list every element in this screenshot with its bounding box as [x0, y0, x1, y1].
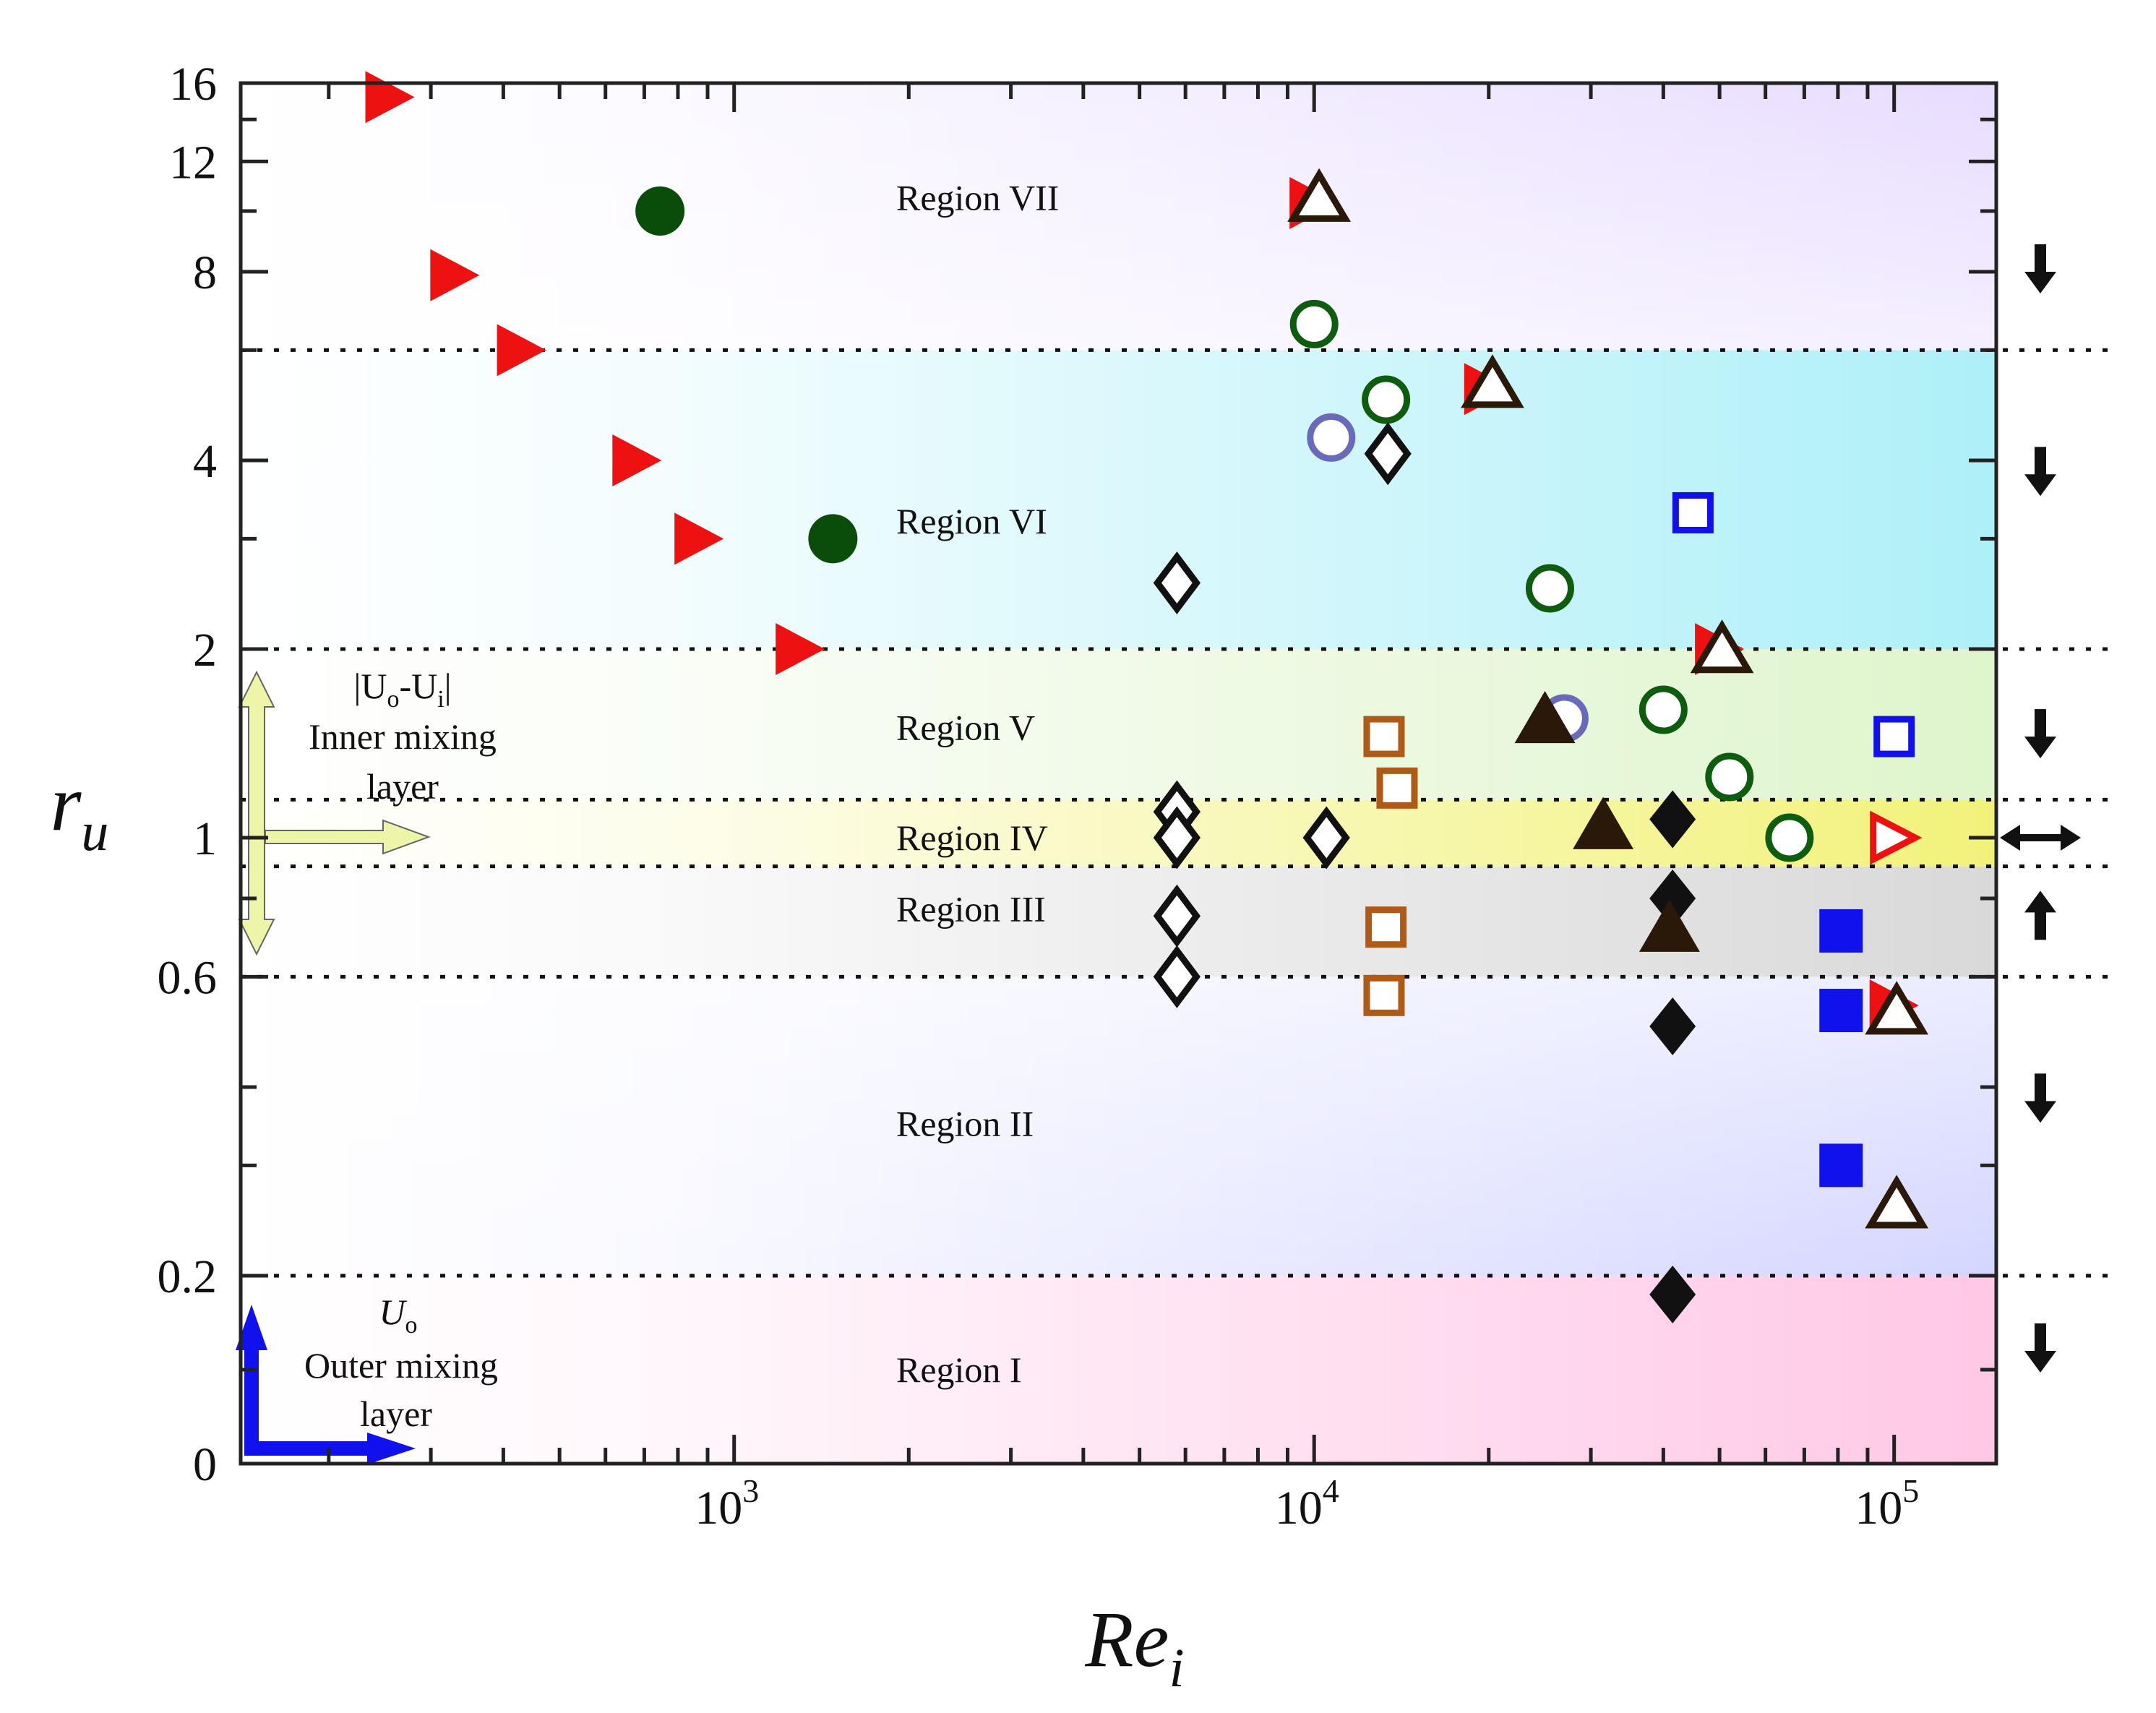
region-label-region-iii: Region III: [896, 888, 1046, 929]
brown-open-square-point: [1363, 716, 1405, 757]
dark-green-filled-circle-point: [808, 514, 858, 564]
outer-mixing-velocity-label: Uo: [379, 1292, 417, 1339]
axes: [239, 81, 1998, 1466]
brown-open-triangle-point: [1865, 1175, 1929, 1229]
inner-mixing-label: Inner mixing: [309, 716, 497, 757]
region-labels: Region I Region II Region III Region IV Regi…: [896, 178, 1059, 1390]
x-tick-label: 104: [1275, 1472, 1339, 1534]
y-tick-label: 12: [169, 136, 217, 189]
blue-open-square-point: [1672, 491, 1714, 533]
x-tick-labels: 103 104 105: [695, 1472, 1919, 1534]
y-tick-label: 4: [193, 435, 217, 488]
brown-open-square-point: [1365, 906, 1407, 948]
inner-mixing-arrows-icon: [238, 670, 431, 956]
blue-filled-square-point: [1819, 1143, 1863, 1188]
y-tick-label: 0: [193, 1438, 217, 1491]
green-open-circle-point: [1289, 299, 1339, 348]
trend-down-arrow-icon-region-vii: [2024, 244, 2056, 293]
green-open-circle-point: [1639, 685, 1688, 734]
region-label-region-v: Region V: [896, 707, 1035, 747]
brown-open-triangle-point: [1865, 981, 1929, 1035]
region-label-region-ii: Region II: [896, 1103, 1034, 1143]
y-axis-title: ru: [51, 759, 109, 862]
red-filled-triangle-point: [674, 512, 724, 565]
trend-arrows: [2000, 244, 2081, 1373]
black-open-diamond-point: [1153, 551, 1201, 615]
black-filled-diamond-point: [1649, 870, 1696, 928]
trend-both-arrow-icon-region-iv: [2000, 824, 2081, 851]
inner-mixing-layer-label: layer: [366, 766, 439, 807]
trend-down-arrow-icon-region-vi: [2024, 447, 2056, 497]
region-label-region-i: Region I: [896, 1349, 1022, 1390]
brown-open-triangle-point: [1461, 354, 1524, 408]
brown-filled-triangle-point: [1639, 899, 1700, 952]
red-filled-triangle-point: [776, 622, 825, 675]
x-tick-label: 105: [1855, 1472, 1919, 1534]
red-filled-triangle-point: [612, 434, 662, 486]
red-filled-triangle-point: [430, 249, 480, 301]
brown-open-triangle-point: [1690, 619, 1754, 674]
y-tick-label: 2: [193, 624, 217, 677]
outer-mixing-layer-label: layer: [360, 1394, 432, 1434]
y-tick-label: 0.2: [158, 1250, 218, 1303]
black-open-diamond-point: [1153, 945, 1201, 1008]
green-open-circle-point: [1362, 375, 1411, 424]
brown-open-square-point: [1376, 767, 1418, 809]
x-tick-label: 103: [695, 1472, 759, 1534]
brown-open-square-point: [1363, 974, 1405, 1016]
green-open-circle-point: [1765, 813, 1814, 862]
x-axis-title: Rei: [1084, 1595, 1184, 1699]
region-label-region-iv: Region IV: [896, 817, 1048, 858]
periwinkle-open-circle-point: [1307, 413, 1356, 462]
black-open-diamond-point: [1364, 422, 1412, 486]
black-open-diamond-point: [1153, 806, 1201, 870]
black-open-diamond-point: [1302, 806, 1350, 870]
data-points: [365, 71, 1929, 1323]
green-open-circle-point: [1525, 564, 1574, 613]
band-lower-fade: [241, 976, 1996, 1276]
trend-down-arrow-icon-region-v: [2024, 709, 2056, 759]
plot-frame: [239, 81, 1998, 1466]
dark-green-filled-circle-point: [635, 186, 685, 236]
black-filled-diamond-point: [1649, 997, 1696, 1055]
red-open-triangle-point: [1870, 810, 1923, 865]
y-tick-label: 8: [193, 246, 217, 299]
trend-up-arrow-icon-region-iii: [2024, 890, 2056, 940]
y-tick-label: 16: [169, 58, 217, 111]
region-label-region-vii: Region VII: [896, 178, 1059, 218]
green-open-circle-point: [1705, 752, 1754, 802]
region-boundary-lines: [241, 348, 2118, 1278]
inner-mixing-velocity-label: |Uo-Ui|: [353, 666, 451, 713]
y-tick-label: 1: [193, 812, 217, 865]
outer-mixing-label: Outer mixing: [304, 1345, 498, 1386]
black-open-diamond-point: [1153, 884, 1201, 948]
black-filled-diamond-point: [1649, 790, 1696, 849]
red-filled-triangle-point: [497, 324, 546, 377]
brown-filled-triangle-point: [1573, 797, 1634, 849]
blue-filled-square-point: [1819, 989, 1863, 1033]
blue-filled-square-point: [1819, 909, 1863, 953]
brown-open-triangle-point: [1287, 168, 1352, 222]
inner-mixing-annotation: |Uo-Ui| Inner mixing layer: [238, 666, 497, 956]
brown-filled-triangle-point: [1514, 690, 1576, 744]
region-label-region-vi: Region VI: [896, 501, 1047, 541]
band-top-fade: [241, 83, 1996, 351]
black-filled-diamond-point: [1649, 1266, 1696, 1323]
trend-down-arrow-icon-region-i: [2024, 1323, 2056, 1373]
y-tick-label: 0.6: [158, 951, 218, 1004]
blue-open-square-point: [1873, 716, 1915, 757]
trend-down-arrow-icon-region-ii: [2024, 1073, 2056, 1123]
